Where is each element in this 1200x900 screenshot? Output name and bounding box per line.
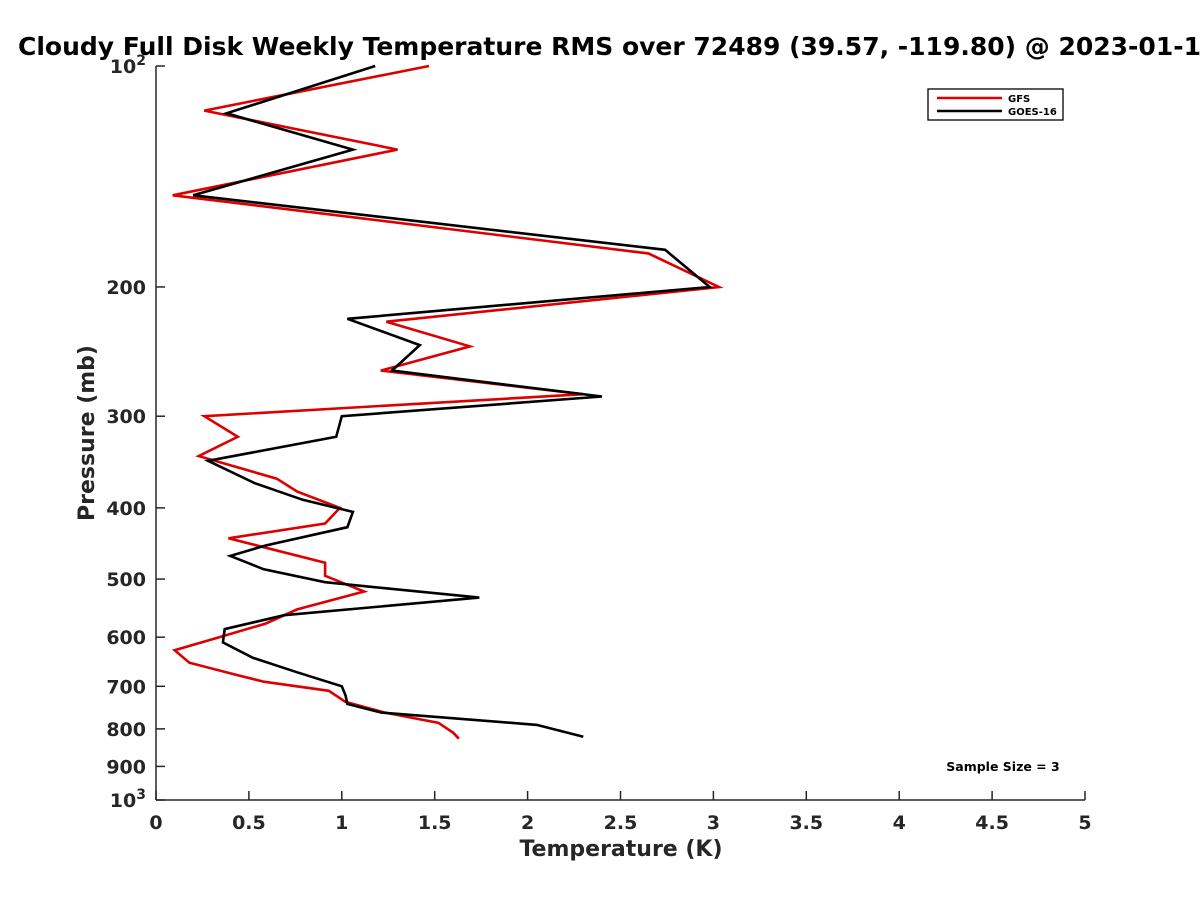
x-tick-label: 5 xyxy=(1078,812,1091,834)
y-tick-label: 500 xyxy=(106,569,146,591)
x-tick-label: 1.5 xyxy=(418,812,452,834)
x-axis-label: Temperature (K) xyxy=(519,837,722,862)
y-tick-label: 200 xyxy=(106,277,146,299)
x-tick-label: 0.5 xyxy=(232,812,266,834)
legend-label-gfs: GFS xyxy=(1008,94,1030,105)
series-line-goes-16 xyxy=(192,64,713,738)
y-tick-exponent: 3 xyxy=(136,787,146,803)
y-tick-label: 600 xyxy=(106,627,146,649)
chart-title: Cloudy Full Disk Weekly Temperature RMS … xyxy=(18,32,1200,61)
x-tick-label: 3 xyxy=(707,812,720,834)
y-tick-label: 400 xyxy=(106,498,146,520)
x-tick-label: 2.5 xyxy=(604,812,638,834)
series-layer xyxy=(171,64,724,740)
legend-label-goes-16: GOES-16 xyxy=(1008,107,1057,118)
x-tick-label: 3.5 xyxy=(789,812,823,834)
legend-box xyxy=(927,88,1064,121)
y-tick-base: 10 xyxy=(110,56,136,78)
y-tick-exponent: 2 xyxy=(136,53,146,69)
x-tick-label: 4.5 xyxy=(975,812,1009,834)
series-line-gfs xyxy=(171,64,724,740)
y-axis-label: Pressure (mb) xyxy=(75,345,100,521)
x-tick-label: 0 xyxy=(149,812,162,834)
y-tick-label: 102 xyxy=(110,53,146,78)
y-tick-label: 300 xyxy=(106,406,146,428)
x-tick-label: 4 xyxy=(893,812,906,834)
y-tick-base: 10 xyxy=(110,790,136,812)
x-tick-label: 2 xyxy=(521,812,534,834)
axes-layer: 0 0.5 1 1.5 2 2.5 3 3.5 4 4.5 51022003004005006007… xyxy=(106,53,1091,834)
y-tick-label: 900 xyxy=(106,756,146,778)
y-tick-label: 103 xyxy=(110,787,146,812)
legend: GFS GOES-16 xyxy=(927,88,1064,121)
y-tick-label: 800 xyxy=(106,719,146,741)
sample-size-annotation: Sample Size = 3 xyxy=(946,759,1059,774)
x-tick-label: 1 xyxy=(335,812,348,834)
y-tick-label: 700 xyxy=(106,676,146,698)
